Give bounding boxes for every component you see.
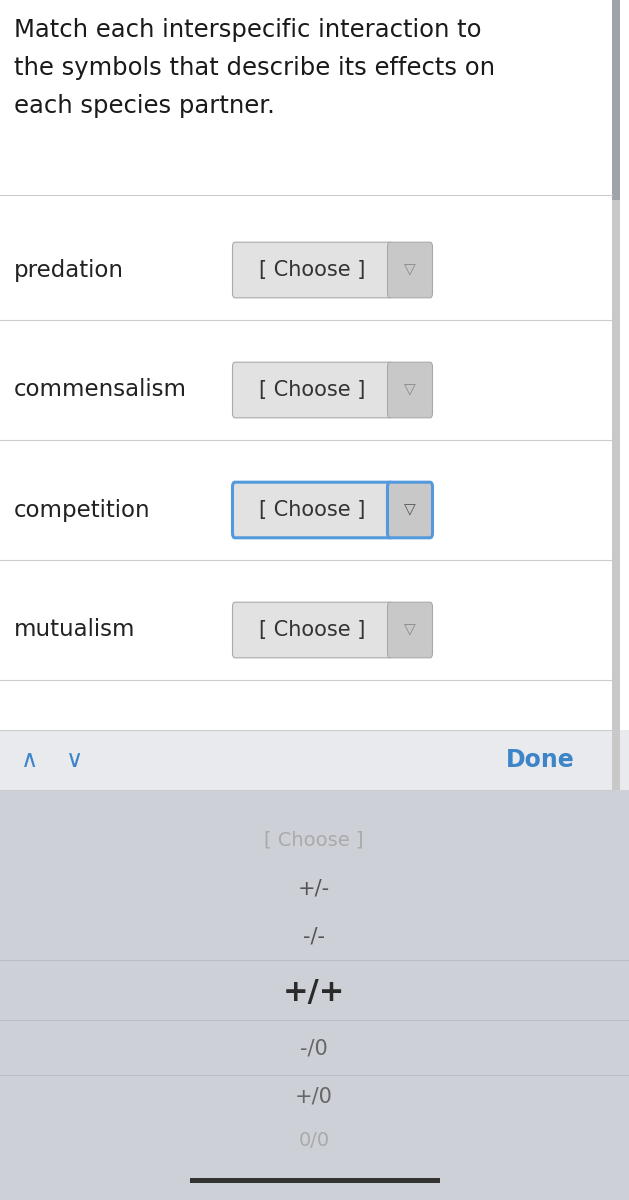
FancyBboxPatch shape bbox=[387, 362, 433, 418]
Text: [ Choose ]: [ Choose ] bbox=[259, 260, 365, 280]
Text: the symbols that describe its effects on: the symbols that describe its effects on bbox=[14, 56, 495, 80]
Text: +/+: +/+ bbox=[283, 978, 345, 1007]
Text: [ Choose ]: [ Choose ] bbox=[259, 380, 365, 400]
Text: -/0: -/0 bbox=[300, 1038, 328, 1058]
Text: [ Choose ]: [ Choose ] bbox=[259, 500, 365, 520]
Bar bbox=[190, 1178, 440, 1183]
Text: +/-: +/- bbox=[298, 878, 330, 898]
Text: ▽: ▽ bbox=[404, 383, 416, 397]
Text: +/0: +/0 bbox=[295, 1086, 333, 1106]
Text: commensalism: commensalism bbox=[14, 378, 187, 402]
Bar bbox=[612, 0, 620, 790]
FancyBboxPatch shape bbox=[233, 482, 392, 538]
Text: 0/0: 0/0 bbox=[298, 1130, 330, 1150]
Text: mutualism: mutualism bbox=[14, 618, 135, 642]
Text: ∨: ∨ bbox=[67, 748, 84, 772]
Text: ▽: ▽ bbox=[404, 263, 416, 277]
FancyBboxPatch shape bbox=[387, 242, 433, 298]
Text: Done: Done bbox=[506, 748, 575, 772]
Text: [ Choose ]: [ Choose ] bbox=[264, 830, 364, 850]
Text: predation: predation bbox=[14, 258, 124, 282]
Bar bbox=[612, 0, 620, 200]
Text: [ Choose ]: [ Choose ] bbox=[259, 620, 365, 640]
Text: ∧: ∧ bbox=[21, 748, 38, 772]
Text: Match each interspecific interaction to: Match each interspecific interaction to bbox=[14, 18, 482, 42]
Text: each species partner.: each species partner. bbox=[14, 94, 275, 118]
FancyBboxPatch shape bbox=[233, 242, 392, 298]
Text: -/-: -/- bbox=[303, 926, 325, 946]
Text: competition: competition bbox=[14, 498, 150, 522]
FancyBboxPatch shape bbox=[233, 602, 392, 658]
FancyBboxPatch shape bbox=[387, 482, 433, 538]
FancyBboxPatch shape bbox=[233, 362, 392, 418]
Bar bbox=[0, 790, 629, 1200]
Text: ▽: ▽ bbox=[404, 503, 416, 517]
Text: ▽: ▽ bbox=[404, 623, 416, 637]
Bar bbox=[0, 730, 629, 790]
FancyBboxPatch shape bbox=[387, 602, 433, 658]
